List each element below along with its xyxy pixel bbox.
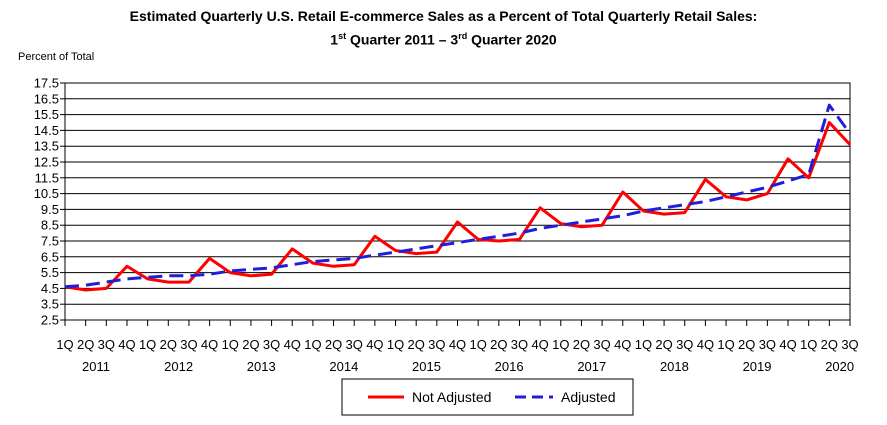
x-tick-label: 2Q bbox=[738, 337, 755, 352]
chart-title: Estimated Quarterly U.S. Retail E-commer… bbox=[0, 6, 887, 50]
x-tick-label: 2Q bbox=[655, 337, 672, 352]
y-axis-ticks: 2.53.54.55.56.57.58.59.510.511.512.513.5… bbox=[34, 76, 65, 328]
legend: Not Adjusted Adjusted bbox=[341, 378, 634, 416]
series-line-adjusted bbox=[64, 103, 852, 289]
x-tick-label: 1Q bbox=[552, 337, 569, 352]
x-tick-label: 4Q bbox=[366, 337, 383, 352]
y-tick-label: 6.5 bbox=[41, 249, 59, 264]
year-label: 2011 bbox=[82, 359, 110, 374]
x-tick-label: 4Q bbox=[449, 337, 466, 352]
x-tick-label: 1Q bbox=[304, 337, 321, 352]
year-label: 2016 bbox=[495, 359, 524, 374]
x-tick-label: 1Q bbox=[387, 337, 404, 352]
x-tick-label: 1Q bbox=[717, 337, 734, 352]
y-tick-label: 4.5 bbox=[41, 281, 59, 296]
x-tick-label: 1Q bbox=[222, 337, 239, 352]
y-tick-label: 12.5 bbox=[34, 155, 59, 170]
x-tick-label: 4Q bbox=[779, 337, 796, 352]
x-tick-label: 2Q bbox=[77, 337, 94, 352]
x-tick-label: 3Q bbox=[346, 337, 363, 352]
x-tick-label: 1Q bbox=[56, 337, 73, 352]
x-tick-label: 3Q bbox=[676, 337, 693, 352]
grid bbox=[65, 82, 850, 321]
x-tick-label: 1Q bbox=[635, 337, 652, 352]
x-tick-label: 3Q bbox=[428, 337, 445, 352]
y-tick-label: 5.5 bbox=[41, 265, 59, 280]
legend-label-not-adjusted: Not Adjusted bbox=[412, 389, 491, 405]
y-tick-label: 3.5 bbox=[41, 297, 59, 312]
year-label: 2020 bbox=[825, 359, 854, 374]
plot-frame bbox=[64, 82, 851, 321]
y-tick-label: 2.5 bbox=[41, 313, 59, 328]
x-tick-label: 4Q bbox=[531, 337, 548, 352]
x-tick-label: 3Q bbox=[180, 337, 197, 352]
x-tick-label: 2Q bbox=[242, 337, 259, 352]
x-tick-label: 3Q bbox=[263, 337, 280, 352]
x-tick-label: 4Q bbox=[614, 337, 631, 352]
x-tick-label: 3Q bbox=[593, 337, 610, 352]
title-line-2-part-3: Quarter 2020 bbox=[467, 31, 557, 48]
x-tick-label: 1Q bbox=[469, 337, 486, 352]
x-tick-label: 2Q bbox=[408, 337, 425, 352]
year-label: 2018 bbox=[660, 359, 689, 374]
x-tick-label: 1Q bbox=[800, 337, 817, 352]
title-line-2-part-1: 1 bbox=[330, 31, 339, 48]
y-tick-label: 14.5 bbox=[34, 123, 59, 138]
x-tick-label: 2Q bbox=[160, 337, 177, 352]
x-tick-label: 4Q bbox=[201, 337, 218, 352]
y-tick-label: 11.5 bbox=[35, 170, 59, 185]
x-axis-years: 2011 2012 2013 2014 2015 2016 2017 2018 2019 2020 bbox=[82, 359, 854, 374]
x-tick-label: 3Q bbox=[98, 337, 115, 352]
title-line-2-sup-1: st bbox=[338, 31, 347, 41]
year-label: 2014 bbox=[329, 359, 358, 374]
year-label: 2017 bbox=[577, 359, 606, 374]
x-axis-ticks: 1Q 2Q 3Q 4Q 1Q 2Q 3Q 4Q 1Q 2Q 3Q 4Q 1Q 2Q 3Q 4Q 1Q 2Q 3Q 4Q… bbox=[56, 320, 859, 352]
y-tick-label: 17.5 bbox=[34, 76, 59, 91]
x-tick-label: 4Q bbox=[118, 337, 135, 352]
year-label: 2015 bbox=[412, 359, 441, 374]
y-tick-label: 7.5 bbox=[41, 234, 59, 249]
x-tick-label: 4Q bbox=[284, 337, 301, 352]
title-line-2-part-2: Quarter 2011 – 3 bbox=[346, 31, 459, 48]
y-tick-label: 9.5 bbox=[41, 202, 59, 217]
series-line-not-adjusted bbox=[64, 121, 852, 292]
y-tick-label: 10.5 bbox=[34, 186, 59, 201]
title-line-2: 1st Quarter 2011 – 3rd Quarter 2020 bbox=[0, 26, 887, 50]
y-axis-label: Percent of Total bbox=[18, 51, 94, 63]
title-line-1: Estimated Quarterly U.S. Retail E-commer… bbox=[129, 8, 758, 24]
y-tick-label: 13.5 bbox=[34, 139, 59, 154]
title-line-2-sup-2: rd bbox=[458, 31, 468, 41]
year-label: 2019 bbox=[743, 359, 772, 374]
y-tick-label: 15.5 bbox=[34, 107, 59, 122]
x-tick-label: 3Q bbox=[759, 337, 776, 352]
legend-label-adjusted: Adjusted bbox=[561, 389, 615, 405]
x-tick-label: 4Q bbox=[697, 337, 714, 352]
x-tick-label: 2Q bbox=[821, 337, 838, 352]
y-tick-label: 16.5 bbox=[34, 91, 59, 106]
x-tick-label: 2Q bbox=[490, 337, 507, 352]
y-tick-label: 8.5 bbox=[41, 218, 59, 233]
year-label: 2012 bbox=[164, 359, 193, 374]
x-tick-label: 1Q bbox=[139, 337, 156, 352]
x-tick-label: 3Q bbox=[841, 337, 858, 352]
year-label: 2013 bbox=[247, 359, 276, 374]
x-tick-label: 2Q bbox=[325, 337, 342, 352]
series-lines bbox=[64, 103, 852, 292]
x-tick-label: 2Q bbox=[573, 337, 590, 352]
x-tick-label: 3Q bbox=[511, 337, 528, 352]
